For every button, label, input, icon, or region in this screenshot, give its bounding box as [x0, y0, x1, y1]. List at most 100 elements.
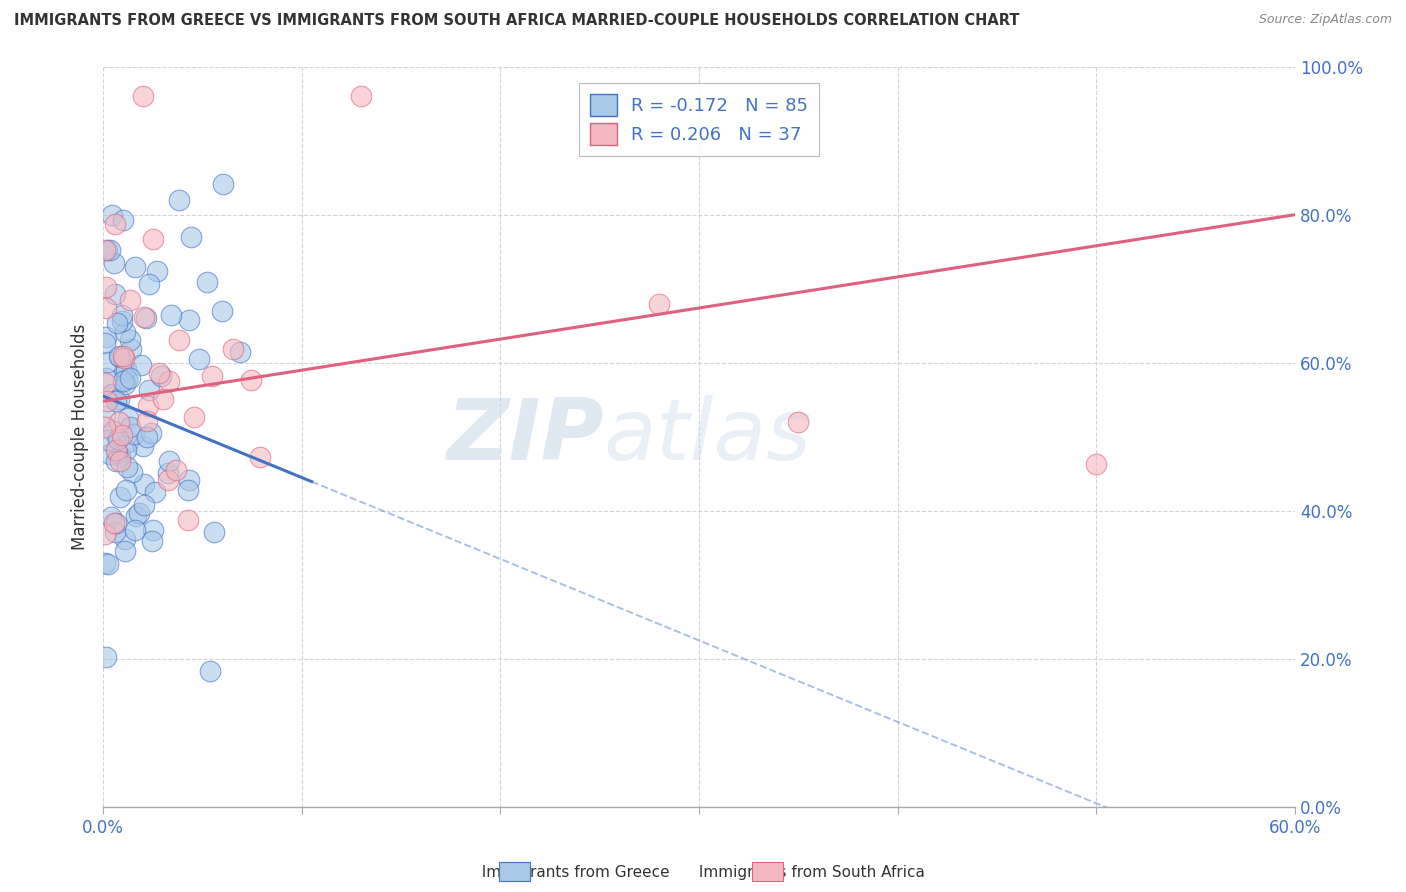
Immigrants from Greece	[212, 177, 235, 191]
Immigrants from South Africa	[148, 366, 170, 380]
Immigrants from South Africa	[94, 301, 117, 315]
Immigrants from Greece	[97, 558, 120, 572]
Immigrants from Greece	[101, 387, 124, 401]
Immigrants from Greece	[124, 523, 146, 537]
Immigrants from South Africa	[111, 428, 134, 442]
Text: ZIP: ZIP	[446, 395, 603, 478]
Immigrants from Greece	[157, 466, 180, 480]
Text: IMMIGRANTS FROM GREECE VS IMMIGRANTS FROM SOUTH AFRICA MARRIED-COUPLE HOUSEHOLDS: IMMIGRANTS FROM GREECE VS IMMIGRANTS FRO…	[14, 13, 1019, 29]
Immigrants from South Africa	[104, 217, 127, 231]
Immigrants from South Africa	[132, 89, 155, 103]
Immigrants from Greece	[104, 394, 127, 409]
Immigrants from Greece	[97, 434, 120, 448]
Immigrants from Greece	[100, 509, 122, 524]
Immigrants from Greece	[117, 410, 139, 425]
Immigrants from Greece	[180, 230, 202, 244]
Immigrants from Greece	[111, 314, 134, 328]
Immigrants from Greece	[108, 392, 131, 407]
Immigrants from South Africa	[222, 342, 245, 356]
Immigrants from Greece	[111, 308, 134, 322]
Immigrants from Greece	[115, 459, 138, 474]
Immigrants from South Africa	[103, 516, 125, 530]
Immigrants from Greece	[118, 371, 141, 385]
Immigrants from Greece	[114, 443, 136, 458]
Immigrants from Greece	[122, 427, 145, 442]
Immigrants from South Africa	[94, 244, 117, 258]
Immigrants from Greece	[141, 426, 163, 441]
Immigrants from Greece	[112, 363, 135, 377]
Immigrants from Greece	[141, 533, 163, 548]
Immigrants from Greece	[105, 516, 128, 530]
Immigrants from Greece	[125, 509, 148, 524]
Immigrants from Greece	[107, 349, 129, 363]
Immigrants from Greece	[120, 342, 142, 356]
Immigrants from Greece	[146, 264, 169, 278]
Immigrants from South Africa	[201, 368, 224, 383]
Immigrants from Greece	[131, 439, 153, 453]
Immigrants from Greece	[101, 424, 124, 438]
Immigrants from Greece	[117, 435, 139, 450]
Immigrants from Greece	[177, 313, 200, 327]
Immigrants from Greece	[136, 430, 159, 444]
Immigrants from South Africa	[136, 399, 159, 413]
Immigrants from South Africa	[94, 376, 117, 391]
Immigrants from Greece	[104, 525, 127, 540]
Immigrants from South Africa	[105, 442, 128, 457]
Immigrants from Greece	[94, 649, 117, 664]
Immigrants from Greece	[94, 556, 117, 570]
Immigrants from Greece	[131, 358, 153, 372]
Immigrants from Greece	[94, 370, 117, 384]
Immigrants from Greece	[105, 453, 128, 467]
Immigrants from Greece	[94, 329, 117, 343]
Immigrants from South Africa	[134, 310, 156, 325]
Immigrants from Greece	[108, 350, 131, 364]
Immigrants from Greece	[167, 193, 190, 207]
Immigrants from Greece	[159, 308, 181, 322]
Immigrants from South Africa	[108, 454, 131, 468]
Immigrants from South Africa	[183, 410, 205, 425]
Immigrants from South Africa	[94, 280, 117, 294]
Immigrants from South Africa	[107, 415, 129, 429]
Immigrants from Greece	[202, 524, 225, 539]
Immigrants from Greece	[94, 409, 117, 423]
Immigrants from Greece	[121, 465, 143, 479]
Immigrants from Greece	[104, 287, 127, 301]
Immigrants from Greece	[105, 446, 128, 460]
Immigrants from Greece	[98, 243, 121, 257]
Immigrants from South Africa	[648, 296, 671, 310]
Legend: R = -0.172   N = 85, R = 0.206   N = 37: R = -0.172 N = 85, R = 0.206 N = 37	[579, 83, 820, 156]
Immigrants from South Africa	[239, 373, 262, 387]
Immigrants from Greece	[115, 483, 138, 497]
Immigrants from Greece	[96, 243, 118, 257]
Immigrants from South Africa	[787, 415, 810, 429]
Immigrants from South Africa	[157, 374, 180, 388]
Immigrants from Greece	[111, 213, 134, 227]
Immigrants from Greece	[138, 384, 160, 398]
Immigrants from Greece	[98, 446, 121, 460]
Immigrants from Greece	[142, 523, 165, 537]
Immigrants from Greece	[150, 369, 173, 384]
Immigrants from Greece	[134, 498, 156, 512]
Immigrants from Greece	[100, 208, 122, 222]
Immigrants from Greece	[114, 377, 136, 392]
Immigrants from Greece	[200, 664, 222, 678]
Text: Source: ZipAtlas.com: Source: ZipAtlas.com	[1258, 13, 1392, 27]
Text: atlas: atlas	[603, 395, 811, 478]
Immigrants from Greece	[111, 374, 134, 388]
Immigrants from Greece	[228, 344, 250, 359]
Y-axis label: Married-couple Households: Married-couple Households	[72, 324, 89, 550]
Immigrants from Greece	[94, 335, 117, 350]
Immigrants from Greece	[97, 355, 120, 369]
Immigrants from South Africa	[111, 350, 134, 364]
Immigrants from Greece	[145, 485, 167, 500]
Immigrants from South Africa	[152, 392, 174, 406]
Immigrants from Greece	[115, 362, 138, 376]
Immigrants from Greece	[114, 325, 136, 339]
Immigrants from South Africa	[167, 333, 190, 347]
Immigrants from South Africa	[1085, 457, 1108, 471]
Immigrants from Greece	[195, 275, 218, 289]
Immigrants from Greece	[114, 532, 136, 546]
Immigrants from Greece	[117, 372, 139, 386]
Immigrants from South Africa	[135, 414, 157, 428]
Immigrants from Greece	[177, 483, 200, 497]
